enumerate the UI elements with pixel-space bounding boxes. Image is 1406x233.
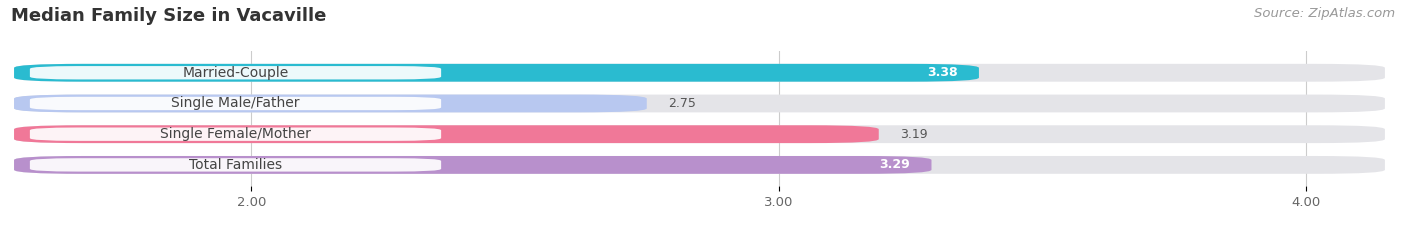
Text: Source: ZipAtlas.com: Source: ZipAtlas.com <box>1254 7 1395 20</box>
FancyBboxPatch shape <box>30 97 441 110</box>
Text: 3.38: 3.38 <box>927 66 957 79</box>
Text: Total Families: Total Families <box>188 158 283 172</box>
Text: 3.29: 3.29 <box>880 158 910 171</box>
FancyBboxPatch shape <box>14 125 1385 143</box>
Text: Single Male/Father: Single Male/Father <box>172 96 299 110</box>
FancyBboxPatch shape <box>14 95 1385 112</box>
Text: Median Family Size in Vacaville: Median Family Size in Vacaville <box>11 7 326 25</box>
FancyBboxPatch shape <box>30 66 441 79</box>
FancyBboxPatch shape <box>14 125 879 143</box>
FancyBboxPatch shape <box>30 158 441 171</box>
FancyBboxPatch shape <box>14 156 1385 174</box>
Text: Married-Couple: Married-Couple <box>183 66 288 80</box>
FancyBboxPatch shape <box>30 127 441 141</box>
FancyBboxPatch shape <box>14 156 931 174</box>
FancyBboxPatch shape <box>14 95 647 112</box>
Text: 3.19: 3.19 <box>900 128 928 141</box>
FancyBboxPatch shape <box>14 64 1385 82</box>
Text: Single Female/Mother: Single Female/Mother <box>160 127 311 141</box>
Text: 2.75: 2.75 <box>668 97 696 110</box>
FancyBboxPatch shape <box>14 64 979 82</box>
